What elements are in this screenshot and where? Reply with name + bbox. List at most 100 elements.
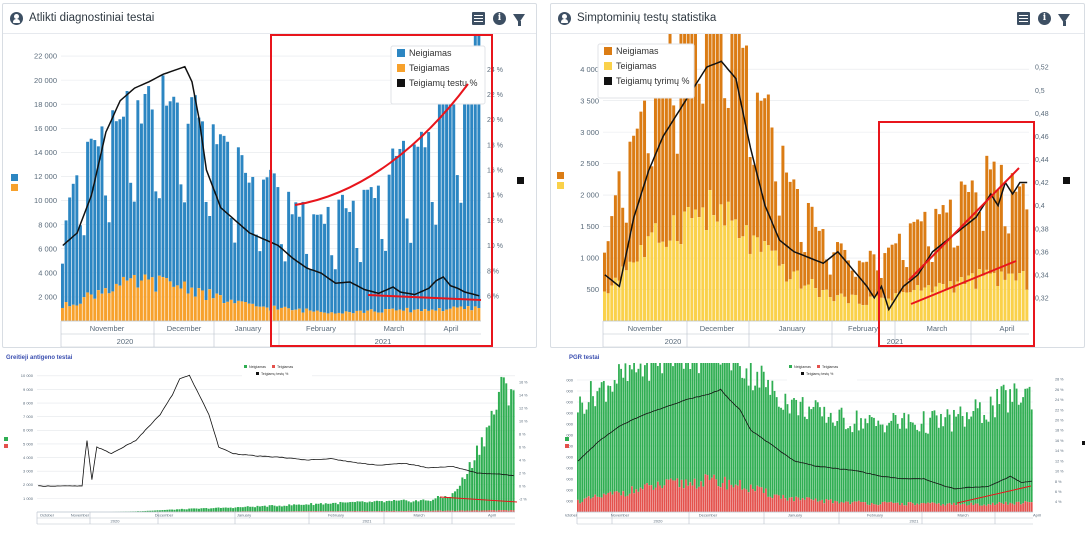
bar-teigiamas: [600, 497, 603, 512]
bar-neigiamas: [190, 508, 193, 512]
bar-teigiamas: [122, 276, 125, 321]
bar-neigiamas: [659, 363, 661, 486]
bar-neigiamas: [881, 424, 884, 503]
bar-teigiamas: [991, 502, 994, 512]
bar-neigiamas: [849, 426, 852, 505]
y2-tick-label: 0 %: [519, 484, 526, 488]
bar-teigiamas: [657, 242, 661, 321]
bar-teigiamas: [470, 310, 474, 321]
bar-teigiamas: [795, 270, 799, 321]
bar-teigiamas: [258, 306, 262, 321]
bar-teigiamas: [218, 295, 222, 321]
bar-teigiamas: [361, 510, 364, 512]
bar-teigiamas: [468, 510, 471, 512]
table-icon[interactable]: [1017, 12, 1030, 25]
bar-neigiamas: [454, 491, 457, 512]
bar-teigiamas: [1021, 271, 1025, 321]
bar-teigiamas: [458, 510, 461, 512]
bar-teigiamas: [459, 306, 463, 321]
bar-teigiamas: [628, 261, 632, 321]
bar-neigiamas: [985, 419, 988, 506]
filter-icon[interactable]: [513, 14, 525, 26]
bar-teigiamas: [803, 285, 807, 321]
bar-neigiamas: [236, 507, 239, 512]
bar-neigiamas: [71, 183, 75, 305]
bar-teigiamas: [405, 511, 408, 512]
bar-teigiamas: [879, 504, 882, 512]
legend-label: Neigiamas: [616, 46, 659, 56]
left-legend-swatch: [565, 444, 569, 448]
bar-neigiamas: [419, 131, 423, 312]
bar-teigiamas: [846, 303, 850, 321]
bar-teigiamas: [765, 488, 767, 512]
bar-teigiamas: [927, 285, 931, 321]
bar-teigiamas: [849, 504, 852, 512]
bar-teigiamas: [621, 266, 625, 321]
bar-teigiamas: [100, 293, 104, 321]
info-icon[interactable]: i: [493, 12, 506, 25]
bar-teigiamas: [64, 302, 68, 321]
bar-teigiamas: [812, 500, 815, 512]
bar-teigiamas: [617, 280, 621, 321]
y2-tick-label: 6 %: [519, 445, 526, 449]
x-month-label: April: [999, 324, 1014, 333]
bar-neigiamas: [876, 270, 880, 296]
bar-neigiamas: [743, 378, 746, 489]
y-tick-label: 1 000: [580, 254, 599, 263]
bar-teigiamas: [596, 496, 599, 512]
chart-title: PGR testai: [569, 355, 600, 361]
bar-teigiamas: [689, 482, 692, 512]
bar-neigiamas: [287, 191, 291, 309]
x-year-label: 2021: [910, 519, 920, 524]
bar-neigiamas: [715, 34, 719, 222]
bar-neigiamas: [186, 123, 190, 294]
bar-teigiamas: [333, 313, 337, 321]
bar-teigiamas: [96, 290, 100, 321]
bar-neigiamas: [628, 364, 631, 494]
bar-neigiamas: [821, 416, 823, 500]
bar-neigiamas: [693, 363, 696, 479]
bar-teigiamas: [129, 278, 133, 321]
y2-tick-label: 14 %: [1055, 449, 1064, 453]
y2-tick-label: 4 %: [1055, 500, 1062, 504]
bar-neigiamas: [635, 372, 638, 490]
bar-teigiamas: [583, 498, 586, 512]
bar-neigiamas: [405, 500, 408, 512]
bar-neigiamas: [129, 182, 133, 279]
bar-teigiamas: [240, 301, 244, 321]
bar-neigiamas: [371, 502, 374, 512]
y-tick-label: 12 000: [565, 377, 574, 382]
bar-neigiamas: [434, 498, 437, 511]
x-month-label: December: [700, 324, 735, 333]
y2-tick-label: 6 %: [1055, 490, 1062, 494]
bar-teigiamas: [89, 294, 93, 321]
bar-teigiamas: [632, 262, 636, 321]
x-month-label: November: [611, 513, 630, 518]
bar-neigiamas: [784, 393, 787, 499]
filter-icon[interactable]: [1058, 14, 1070, 26]
bar-neigiamas: [587, 402, 590, 497]
bar-teigiamas: [380, 511, 383, 512]
table-icon[interactable]: [472, 12, 485, 25]
bar-neigiamas: [376, 185, 380, 313]
bar-teigiamas: [229, 299, 233, 321]
bar-neigiamas: [950, 431, 953, 505]
y2-tick-label: 22 %: [487, 92, 503, 99]
info-icon[interactable]: i: [1038, 12, 1051, 25]
bar-neigiamas: [613, 195, 617, 278]
bar-neigiamas: [683, 34, 687, 212]
bar-teigiamas: [883, 501, 886, 512]
bar-neigiamas: [846, 260, 850, 304]
bar-neigiamas: [814, 400, 817, 499]
bar-neigiamas: [483, 446, 486, 511]
bar-teigiamas: [879, 297, 883, 321]
bar-neigiamas: [832, 422, 834, 504]
bar-neigiamas: [883, 253, 887, 298]
bar-teigiamas: [851, 502, 854, 512]
bar-neigiamas: [362, 189, 366, 313]
y-tick-label: 9 000: [23, 387, 34, 392]
bar-neigiamas: [795, 399, 798, 497]
bar-teigiamas: [150, 277, 154, 321]
bar-teigiamas: [702, 486, 705, 512]
bar-teigiamas: [937, 282, 941, 321]
